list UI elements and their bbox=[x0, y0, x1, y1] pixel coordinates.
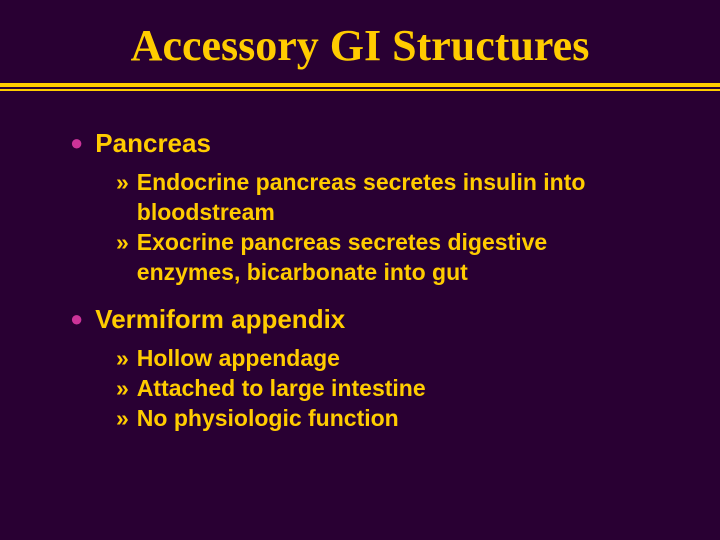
sub-label: Hollow appendage bbox=[137, 343, 340, 373]
sub-label: Endocrine pancreas secretes insulin into… bbox=[137, 167, 657, 227]
chevron-icon: » bbox=[116, 403, 129, 433]
slide-body: ● Pancreas » Endocrine pancreas secretes… bbox=[0, 91, 720, 433]
sub-label: Attached to large intestine bbox=[137, 373, 426, 403]
title-block: Accessory GI Structures bbox=[0, 0, 720, 71]
chevron-icon: » bbox=[116, 343, 129, 373]
bullet-label: Vermiform appendix bbox=[95, 303, 345, 335]
slide-title: Accessory GI Structures bbox=[0, 20, 720, 71]
rule-thick bbox=[0, 83, 720, 87]
bullet-level2: » Hollow appendage bbox=[116, 343, 660, 373]
sub-label: Exocrine pancreas secretes digestive enz… bbox=[137, 227, 657, 287]
chevron-icon: » bbox=[116, 167, 129, 197]
dot-icon: ● bbox=[70, 127, 83, 159]
bullet-level2: » No physiologic function bbox=[116, 403, 660, 433]
bullet-level2: » Exocrine pancreas secretes digestive e… bbox=[116, 227, 660, 287]
sub-list: » Hollow appendage » Attached to large i… bbox=[70, 343, 660, 433]
bullet-level1: ● Vermiform appendix bbox=[70, 303, 660, 335]
slide: Accessory GI Structures ● Pancreas » End… bbox=[0, 0, 720, 540]
chevron-icon: » bbox=[116, 373, 129, 403]
sub-label: No physiologic function bbox=[137, 403, 399, 433]
bullet-level1: ● Pancreas bbox=[70, 127, 660, 159]
chevron-icon: » bbox=[116, 227, 129, 257]
title-underline bbox=[0, 83, 720, 91]
bullet-level2: » Attached to large intestine bbox=[116, 373, 660, 403]
bullet-level2: » Endocrine pancreas secretes insulin in… bbox=[116, 167, 660, 227]
bullet-label: Pancreas bbox=[95, 127, 211, 159]
dot-icon: ● bbox=[70, 303, 83, 335]
sub-list: » Endocrine pancreas secretes insulin in… bbox=[70, 167, 660, 287]
